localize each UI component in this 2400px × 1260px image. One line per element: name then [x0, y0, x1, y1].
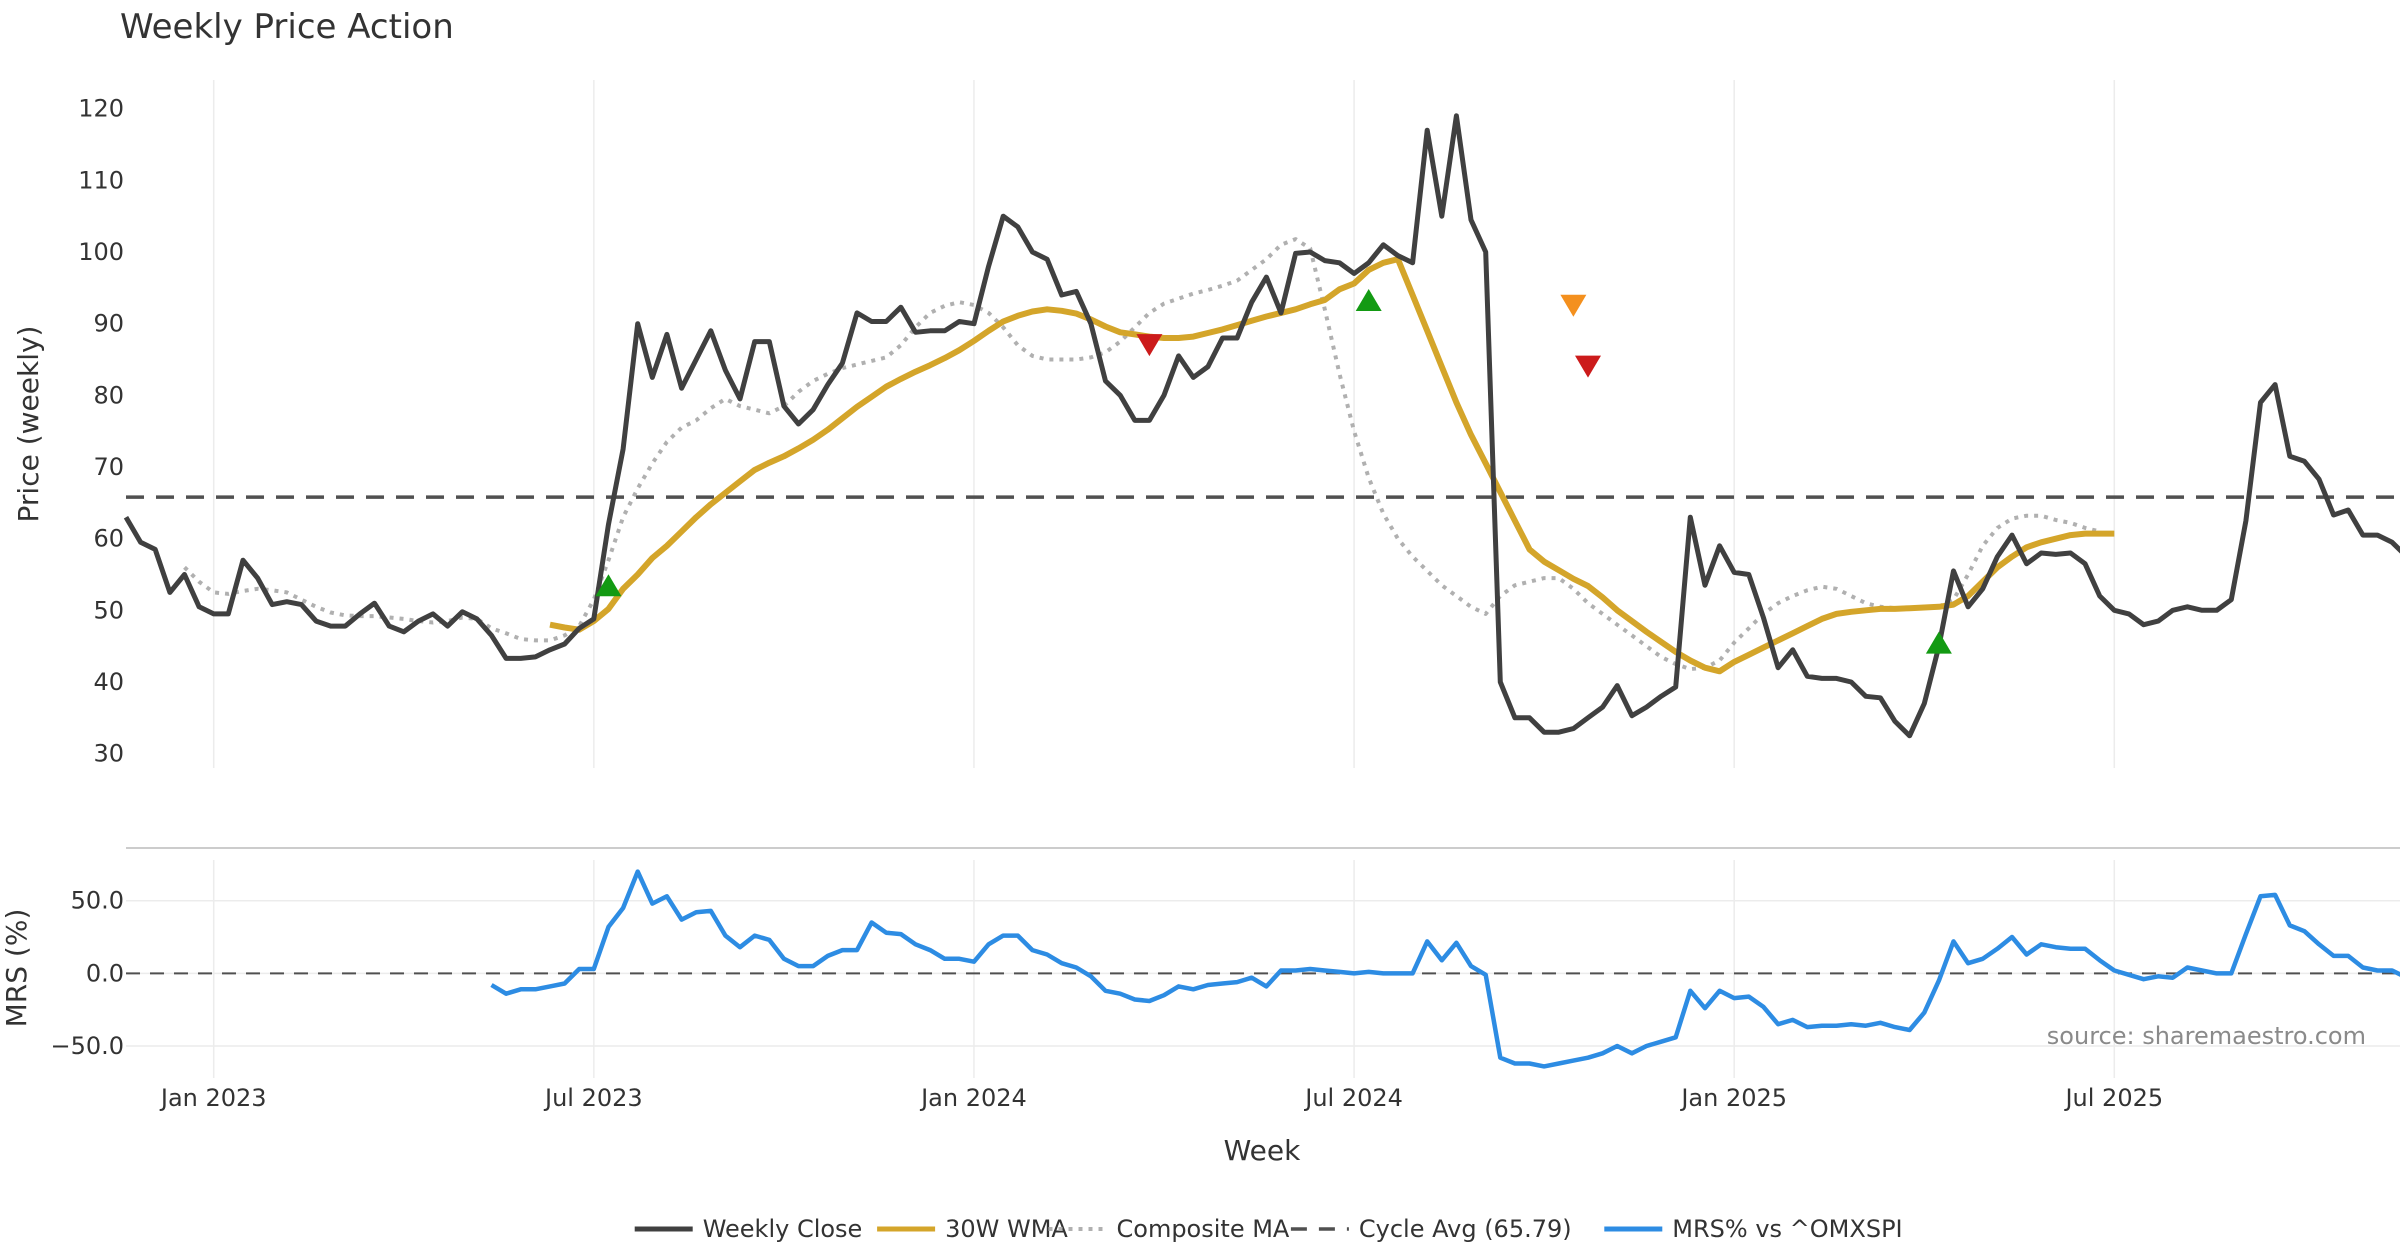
x-tick-label: Jul 2023 — [543, 1084, 643, 1112]
price-y-tick: 40 — [93, 668, 124, 696]
price-y-tick: 110 — [78, 166, 124, 194]
price-y-tick: 100 — [78, 238, 124, 266]
signal-markers — [595, 289, 1952, 654]
mrs-y-tick: 50.0 — [71, 887, 124, 915]
mrs-y-axis-title: MRS (%) — [0, 909, 33, 1028]
price-y-tick: 70 — [93, 453, 124, 481]
mrs-line — [490, 869, 2400, 1069]
legend-label: 30W WMA — [945, 1215, 1068, 1243]
mrs-y-tick: −50.0 — [50, 1032, 124, 1060]
x-tick-label: Jul 2024 — [1303, 1084, 1403, 1112]
price-y-tick: 60 — [93, 525, 124, 553]
x-axis-title: Week — [1224, 1134, 1301, 1167]
legend-label: MRS% vs ^OMXSPI — [1672, 1215, 1902, 1243]
signal-sell-warning-marker — [1560, 294, 1587, 317]
legend-label: Weekly Close — [703, 1215, 863, 1243]
source-label: source: sharemaestro.com — [2047, 1022, 2366, 1050]
x-tick-label: Jan 2023 — [159, 1084, 267, 1112]
x-tick-label: Jan 2025 — [1679, 1084, 1787, 1112]
x-tick-label: Jul 2025 — [2063, 1084, 2163, 1112]
composite-ma-line — [183, 237, 2101, 672]
signal-sell-marker — [1575, 355, 1601, 378]
signal-sell-marker — [1136, 334, 1163, 357]
weekly-close-line — [123, 113, 2400, 739]
x-tick-label: Jan 2024 — [919, 1084, 1027, 1112]
price-y-tick: 50 — [93, 596, 124, 624]
chart-title: Weekly Price Action — [120, 7, 454, 47]
wma-30w-line — [549, 256, 2115, 675]
legend-label: Cycle Avg (65.79) — [1359, 1215, 1572, 1243]
mrs-y-tick-labels: −50.0 0.0 50.0 — [50, 887, 124, 1060]
price-y-tick: 120 — [78, 95, 124, 123]
price-y-tick-labels: 30 40 50 60 70 80 90 100 110 120 — [78, 95, 124, 768]
price-y-tick: 80 — [93, 381, 124, 409]
legend: Weekly Close 30W WMA Composite MA Cycle Avg… — [634, 1215, 1903, 1243]
price-panel-grid — [212, 80, 2116, 768]
price-y-tick: 90 — [93, 310, 124, 338]
signal-buy-marker — [1355, 289, 1382, 312]
legend-label: Composite MA — [1117, 1215, 1290, 1243]
signal-buy-marker — [1925, 631, 1952, 654]
price-y-tick: 30 — [93, 740, 124, 768]
x-tick-labels: Jan 2023 Jul 2023 Jan 2024 Jul 2024 Jan 2025… — [159, 1084, 2163, 1112]
mrs-y-tick: 0.0 — [86, 959, 124, 987]
price-y-axis-title: Price (weekly) — [12, 326, 45, 523]
signal-buy-marker — [595, 574, 622, 597]
